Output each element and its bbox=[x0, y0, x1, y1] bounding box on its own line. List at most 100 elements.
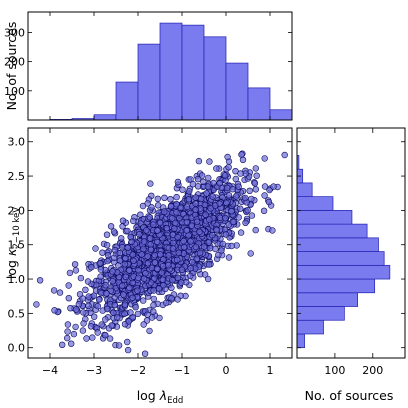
top-histogram-bar bbox=[115, 81, 139, 121]
scatter-point bbox=[221, 172, 229, 179]
scatter-point bbox=[252, 226, 259, 234]
scatter-point bbox=[89, 334, 96, 341]
scatter-point bbox=[141, 350, 149, 357]
scatter-point bbox=[223, 199, 230, 207]
top-histogram-bar bbox=[247, 87, 271, 121]
scatter-x-tick-label: −3 bbox=[86, 364, 102, 377]
right-histogram-bar bbox=[296, 210, 353, 225]
scatter-point bbox=[252, 165, 260, 172]
scatter-point bbox=[210, 179, 217, 187]
right-histogram-bar bbox=[296, 182, 313, 198]
scatter-point bbox=[159, 276, 167, 283]
scatter-point bbox=[230, 218, 237, 226]
scatter-point bbox=[194, 176, 202, 183]
scatter-point bbox=[72, 306, 80, 313]
scatter-point bbox=[225, 254, 233, 261]
scatter-point bbox=[174, 234, 181, 241]
scatter-point bbox=[150, 295, 158, 303]
scatter-point bbox=[113, 314, 121, 321]
scatter-point bbox=[98, 321, 105, 328]
scatter-point bbox=[148, 314, 156, 321]
scatter-point bbox=[193, 255, 201, 262]
scatter-point bbox=[147, 241, 154, 248]
scatter-point bbox=[117, 235, 125, 242]
scatter-point bbox=[124, 346, 132, 354]
scatter-y-tick-label: 2.0 bbox=[8, 204, 26, 217]
scatter-point bbox=[127, 309, 134, 316]
scatter-point bbox=[200, 178, 207, 186]
scatter-point bbox=[84, 278, 92, 285]
scatter-point bbox=[142, 269, 149, 277]
scatter-point bbox=[63, 334, 71, 342]
right-histogram-bar bbox=[296, 223, 368, 239]
scatter-point bbox=[153, 238, 161, 246]
scatter-point bbox=[99, 249, 106, 256]
scatter-frame bbox=[27, 127, 293, 359]
scatter-point bbox=[228, 242, 235, 250]
scatter-point bbox=[192, 200, 199, 207]
scatter-point bbox=[265, 198, 273, 206]
scatter-point bbox=[144, 311, 151, 318]
scatter-point bbox=[222, 231, 230, 238]
scatter-y-tick-label: 0.5 bbox=[8, 307, 26, 320]
scatter-point bbox=[242, 219, 249, 227]
scatter-point bbox=[147, 246, 155, 253]
scatter-point bbox=[157, 251, 164, 258]
top-histogram-frame bbox=[27, 11, 293, 121]
scatter-point bbox=[118, 244, 126, 251]
scatter-point bbox=[224, 184, 231, 192]
scatter-point bbox=[128, 238, 135, 246]
scatter-point bbox=[64, 328, 71, 335]
top-y-tick-label: 100 bbox=[4, 85, 25, 98]
right-histogram-bar bbox=[296, 251, 385, 266]
scatter-point bbox=[247, 250, 254, 257]
scatter-point bbox=[224, 153, 231, 161]
top-histogram-bar bbox=[225, 62, 249, 121]
scatter-point bbox=[88, 264, 95, 271]
scatter-point bbox=[165, 261, 172, 269]
right-histogram-bar bbox=[296, 333, 305, 349]
scatter-point bbox=[140, 321, 147, 328]
scatter-point bbox=[248, 212, 256, 219]
scatter-point bbox=[167, 203, 175, 210]
scatter-point bbox=[187, 272, 194, 280]
scatter-point bbox=[103, 241, 111, 249]
scatter-point bbox=[123, 338, 131, 346]
scatter-x-tick-label: −4 bbox=[42, 364, 58, 377]
top-histogram-y-ticks: 100 200 300 bbox=[4, 12, 292, 120]
scatter-point bbox=[171, 225, 178, 232]
scatter-point bbox=[187, 264, 194, 272]
scatter-point bbox=[82, 286, 89, 293]
scatter-point bbox=[205, 261, 213, 268]
scatter-x-axis-title: log λEdd bbox=[137, 388, 184, 406]
scatter-point bbox=[67, 340, 75, 347]
scatter-point bbox=[189, 181, 197, 188]
scatter-point bbox=[147, 180, 154, 187]
scatter-point bbox=[192, 194, 199, 201]
scatter-point bbox=[126, 284, 133, 292]
scatter-point bbox=[173, 193, 180, 201]
scatter-point bbox=[260, 207, 268, 215]
scatter-point bbox=[80, 309, 87, 316]
scatter-point bbox=[180, 237, 187, 245]
scatter-point bbox=[161, 194, 168, 202]
scatter-point bbox=[110, 309, 117, 316]
scatter-point bbox=[140, 297, 147, 304]
scatter-point bbox=[196, 228, 203, 236]
scatter-point bbox=[174, 274, 182, 281]
scatter-point bbox=[237, 205, 244, 212]
scatter-point bbox=[216, 214, 224, 222]
scatter-point bbox=[173, 209, 180, 216]
scatter-point bbox=[154, 265, 161, 272]
scatter-point bbox=[198, 172, 206, 179]
scatter-point bbox=[147, 235, 154, 242]
scatter-point bbox=[209, 193, 216, 200]
right-histogram-bar bbox=[296, 196, 334, 211]
scatter-point bbox=[261, 155, 268, 162]
top-histogram-panel: 100 200 300 No. of sources bbox=[4, 11, 293, 121]
scatter-point bbox=[121, 310, 128, 317]
scatter-point bbox=[192, 206, 199, 213]
top-y-tick-label: 200 bbox=[4, 56, 25, 69]
scatter-point bbox=[222, 214, 229, 222]
